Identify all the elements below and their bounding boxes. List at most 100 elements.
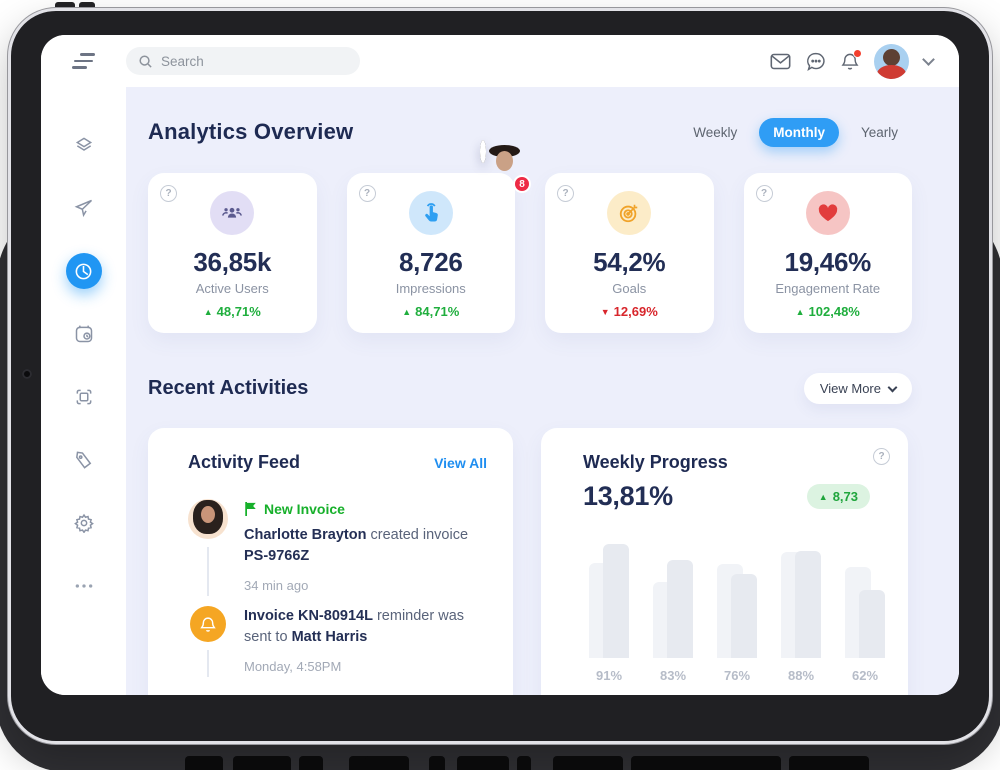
main-content: Analytics Overview Weekly Monthly Yearly…: [126, 87, 959, 695]
bar-front: [667, 559, 693, 658]
chevron-down-icon: [887, 382, 898, 392]
help-icon[interactable]: ?: [557, 185, 574, 202]
period-tabs: Weekly Monthly Yearly: [679, 117, 912, 147]
chevron-down-icon[interactable]: [922, 52, 935, 66]
bar-group: [717, 538, 757, 658]
chat-icon[interactable]: [806, 52, 826, 71]
keyboard-key: [365, 756, 409, 770]
bar-front: [731, 574, 757, 658]
keyboard-key: [789, 756, 869, 770]
stat-delta: ▲ 48,71%: [203, 304, 261, 319]
sidebar-item-analytics[interactable]: [65, 253, 102, 289]
activity-text: Invoice KN-80914L reminder was sent to M…: [244, 608, 465, 646]
keyboard-key: [517, 756, 531, 770]
sidebar-item-tags[interactable]: [66, 442, 102, 478]
sidebar-item-layers[interactable]: [66, 127, 102, 163]
trend-triangle-icon: ▲: [795, 306, 805, 317]
keyboard-key: [429, 756, 445, 770]
bell-icon[interactable]: [841, 48, 862, 71]
avatar-woman: [480, 140, 520, 171]
bell-icon: [190, 606, 226, 643]
help-icon[interactable]: ?: [358, 185, 376, 202]
activity-text: Charlotte Brayton created invoice PS-976…: [244, 527, 469, 565]
bar-group: [653, 538, 693, 658]
notification-count-badge: 8: [513, 175, 531, 193]
sidebar: [41, 87, 126, 695]
stat-label: Active Users: [195, 281, 269, 296]
section-title-recent-activities: Recent Activities: [148, 376, 309, 399]
tab-monthly[interactable]: Monthly: [759, 117, 839, 147]
stats-row: ? 36,85k Active Users ▲ 48,71% ?: [148, 173, 912, 333]
activity-time: 34 min ago: [244, 578, 309, 594]
keyboard-key: [299, 756, 323, 770]
topbar: Search: [41, 35, 959, 87]
bar-group: [589, 538, 629, 658]
volume-up-button: [55, 2, 75, 12]
sidebar-item-schedule[interactable]: [66, 316, 102, 352]
layers-icon: [75, 137, 92, 151]
stat-delta: ▲ 102,48%: [795, 304, 860, 319]
target-icon: [607, 191, 652, 235]
avatar-woman: [188, 499, 228, 539]
tab-weekly[interactable]: Weekly: [693, 124, 738, 140]
search-placeholder: Search: [161, 53, 204, 69]
stat-label: Engagement Rate: [775, 281, 881, 296]
timeline-line: [207, 650, 209, 678]
trend-triangle-icon: ▲: [203, 306, 213, 317]
sidebar-item-send[interactable]: [66, 190, 102, 226]
activity-tag: New Invoice: [264, 501, 345, 517]
ellipsis-icon: [75, 584, 92, 588]
activity-item[interactable]: Invoice KN-80914L reminder was sent to M…: [188, 606, 487, 678]
page-title: Analytics Overview: [148, 119, 354, 144]
tap-icon: [408, 191, 453, 235]
stat-value: 36,85k: [193, 247, 272, 277]
help-icon[interactable]: ?: [873, 448, 890, 465]
trend-triangle-icon: ▲: [402, 306, 412, 317]
bar-label: 88%: [787, 668, 815, 683]
notification-dot: [853, 48, 862, 58]
floating-notification-avatar[interactable]: 8: [480, 140, 531, 193]
front-camera: [22, 368, 32, 379]
bar-label: 76%: [723, 668, 751, 683]
avatar[interactable]: [874, 43, 909, 79]
activity-time: Monday, 4:58PM: [244, 659, 342, 675]
pie-chart-icon: [75, 263, 92, 279]
bar-front: [603, 544, 629, 658]
bar-front: [859, 589, 885, 658]
help-icon[interactable]: ?: [755, 185, 773, 202]
view-more-button[interactable]: View More: [803, 372, 912, 404]
activity-item[interactable]: New Invoice Charlotte Brayton created in…: [188, 499, 487, 597]
bar-group: [781, 538, 821, 658]
mail-icon[interactable]: [770, 53, 791, 70]
sidebar-item-capture[interactable]: [66, 379, 102, 415]
stat-card-impressions: ? 8,726 Impressions ▲ 84,71%: [346, 173, 515, 333]
keyboard-key: [553, 756, 623, 770]
sidebar-item-settings[interactable]: [66, 505, 102, 541]
stat-value: 19,46%: [784, 247, 872, 277]
activity-feed-title: Activity Feed: [188, 452, 301, 472]
volume-down-button: [79, 2, 95, 12]
bar-label: 62%: [851, 668, 879, 683]
calendar-clock-icon: [75, 325, 92, 343]
gear-icon: [73, 513, 94, 533]
menu-icon[interactable]: [41, 53, 126, 69]
stat-label: Impressions: [395, 281, 466, 296]
stat-card-engagement: ? 19,46% Engagement Rate ▲ 102,48%: [743, 173, 912, 333]
keyboard-key: [457, 756, 509, 770]
weekly-progress-panel: ? Weekly Progress 13,81% ▲ 8,73 91% 83% 76…: [541, 428, 908, 695]
tab-yearly[interactable]: Yearly: [860, 124, 898, 140]
help-icon[interactable]: ?: [160, 185, 177, 202]
sidebar-item-more[interactable]: [66, 568, 102, 604]
weekly-bar-labels: 91% 83% 76% 88% 62%: [589, 668, 885, 683]
bar-group: [845, 538, 885, 658]
keyboard-key: [631, 756, 781, 770]
stat-delta: ▲ 84,71%: [402, 304, 460, 319]
stat-delta: ▼ 12,69%: [600, 304, 658, 319]
search-input[interactable]: Search: [126, 47, 360, 75]
view-all-link[interactable]: View All: [434, 454, 487, 471]
flag-icon: [245, 502, 256, 517]
stat-value: 8,726: [398, 247, 463, 277]
bar-label: 83%: [659, 668, 687, 683]
tablet-frame: Search: [8, 8, 992, 744]
